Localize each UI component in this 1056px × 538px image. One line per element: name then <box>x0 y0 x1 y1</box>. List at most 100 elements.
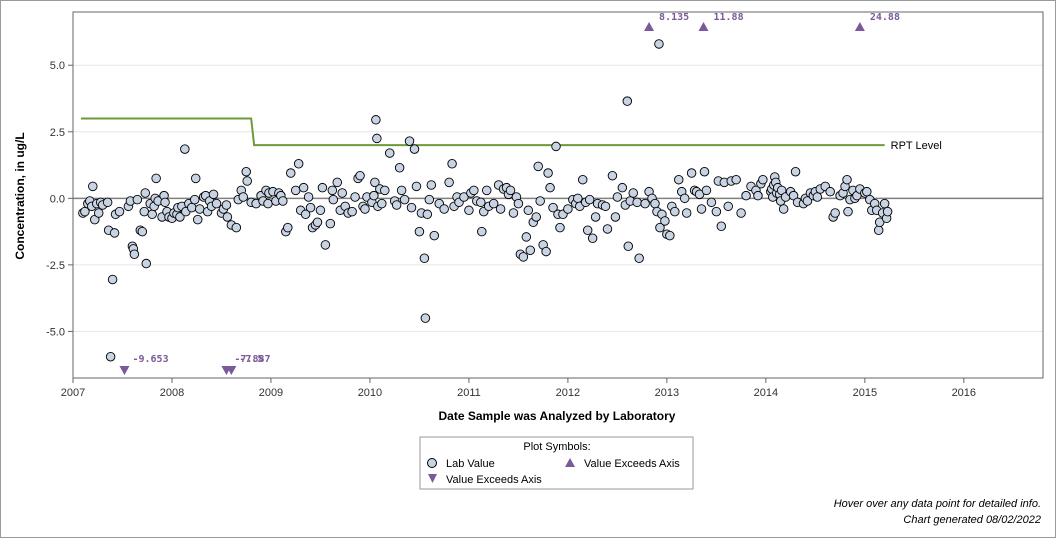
lab-value-point[interactable] <box>607 170 618 181</box>
lab-value-point[interactable] <box>464 205 474 216</box>
lab-value-point[interactable] <box>476 197 486 208</box>
lab-value-point[interactable] <box>882 206 893 217</box>
lab-value-point[interactable] <box>862 186 872 197</box>
lab-value-point[interactable] <box>778 204 789 214</box>
lab-value-point[interactable] <box>221 200 232 210</box>
exceed-up-marker[interactable] <box>698 22 709 31</box>
lab-value-point[interactable] <box>469 185 479 196</box>
lab-value-point[interactable] <box>632 197 642 208</box>
lab-value-point[interactable] <box>623 241 634 251</box>
lab-value-point[interactable] <box>758 174 768 185</box>
data-points[interactable] <box>78 39 893 362</box>
lab-value-point[interactable] <box>535 196 545 206</box>
lab-value-point[interactable] <box>665 230 675 241</box>
lab-value-point[interactable] <box>347 206 357 217</box>
lab-value-point[interactable] <box>617 182 628 193</box>
exceed-down-marker[interactable] <box>119 366 130 375</box>
lab-value-point[interactable] <box>190 173 201 184</box>
lab-value-point[interactable] <box>424 194 435 205</box>
lab-value-point[interactable] <box>681 208 692 218</box>
lab-value-point[interactable] <box>830 208 840 218</box>
lab-value-point[interactable] <box>584 194 595 205</box>
lab-value-point[interactable] <box>139 206 150 217</box>
exceed-up-marker[interactable] <box>854 22 865 31</box>
lab-value-point[interactable] <box>211 198 222 209</box>
lab-value-point[interactable] <box>394 162 405 173</box>
lab-value-point[interactable] <box>674 174 684 185</box>
lab-value-point[interactable] <box>531 212 541 222</box>
lab-value-point[interactable] <box>508 208 519 218</box>
lab-value-point[interactable] <box>444 177 454 188</box>
lab-value-point[interactable] <box>622 96 633 106</box>
lab-value-point[interactable] <box>459 192 469 202</box>
lab-value-point[interactable] <box>372 133 382 144</box>
lab-value-point[interactable] <box>612 192 623 202</box>
lab-value-point[interactable] <box>414 226 425 237</box>
lab-value-point[interactable] <box>337 188 347 198</box>
lab-value-point[interactable] <box>208 189 219 200</box>
lab-value-point[interactable] <box>369 190 379 201</box>
lab-value-point[interactable] <box>140 188 151 198</box>
lab-value-point[interactable] <box>874 217 885 228</box>
lab-value-point[interactable] <box>420 313 431 323</box>
lab-value-point[interactable] <box>628 188 638 198</box>
lab-value-point[interactable] <box>600 201 611 212</box>
lab-value-point[interactable] <box>495 204 506 214</box>
lab-value-point[interactable] <box>290 185 301 196</box>
lab-value-point[interactable] <box>160 197 170 208</box>
lab-value-point[interactable] <box>518 252 529 262</box>
lab-value-point[interactable] <box>650 198 660 209</box>
lab-value-point[interactable] <box>180 144 190 154</box>
lab-value-point[interactable] <box>300 209 311 220</box>
lab-value-point[interactable] <box>655 222 665 233</box>
lab-value-point[interactable] <box>640 198 650 209</box>
lab-value-point[interactable] <box>660 216 670 226</box>
lab-value-point[interactable] <box>543 168 553 178</box>
lab-value-point[interactable] <box>670 206 680 217</box>
lab-value-point[interactable] <box>114 206 125 217</box>
lab-value-point[interactable] <box>93 208 104 218</box>
lab-value-point[interactable] <box>711 206 722 217</box>
lab-value-point[interactable] <box>222 212 233 222</box>
lab-value-point[interactable] <box>582 225 593 236</box>
lab-value-point[interactable] <box>263 198 273 209</box>
lab-value-point[interactable] <box>723 201 733 212</box>
lab-value-point[interactable] <box>137 226 148 237</box>
lab-value-point[interactable] <box>350 192 360 202</box>
lab-value-point[interactable] <box>391 200 402 210</box>
lab-value-point[interactable] <box>699 166 710 177</box>
lab-value-point[interactable] <box>132 194 143 205</box>
exceed-markers[interactable]: 8.135 11.88 24.88 -9.653 -7.887-7.5 <box>119 12 900 375</box>
lab-value-point[interactable] <box>873 225 884 236</box>
lab-value-point[interactable] <box>429 230 440 241</box>
lab-value-point[interactable] <box>315 205 326 216</box>
lab-value-point[interactable] <box>241 166 251 177</box>
lab-value-point[interactable] <box>694 189 705 200</box>
lab-value-point[interactable] <box>355 170 365 181</box>
lab-value-point[interactable] <box>686 168 697 178</box>
lab-value-point[interactable] <box>545 182 555 193</box>
lab-value-point[interactable] <box>409 144 420 154</box>
lab-value-point[interactable] <box>298 182 309 193</box>
lab-value-point[interactable] <box>151 173 161 184</box>
lab-value-point[interactable] <box>812 192 823 202</box>
lab-value-point[interactable] <box>654 39 664 49</box>
lab-value-point[interactable] <box>380 185 390 196</box>
lab-value-point[interactable] <box>731 174 741 185</box>
lab-value-point[interactable] <box>481 185 492 196</box>
lab-value-point[interactable] <box>360 204 370 214</box>
lab-value-point[interactable] <box>242 176 252 186</box>
lab-value-point[interactable] <box>187 202 197 213</box>
lab-value-point[interactable] <box>107 274 118 285</box>
lab-value-point[interactable] <box>286 168 296 178</box>
lab-value-point[interactable] <box>328 194 339 205</box>
lab-value-point[interactable] <box>577 174 588 185</box>
lab-value-point[interactable] <box>551 141 561 152</box>
lab-value-point[interactable] <box>105 351 116 362</box>
lab-value-point[interactable] <box>283 222 293 233</box>
lab-value-point[interactable] <box>825 186 835 197</box>
lab-value-point[interactable] <box>525 245 536 255</box>
lab-value-point[interactable] <box>741 190 751 201</box>
lab-value-point[interactable] <box>753 190 763 201</box>
lab-value-point[interactable] <box>278 196 288 206</box>
